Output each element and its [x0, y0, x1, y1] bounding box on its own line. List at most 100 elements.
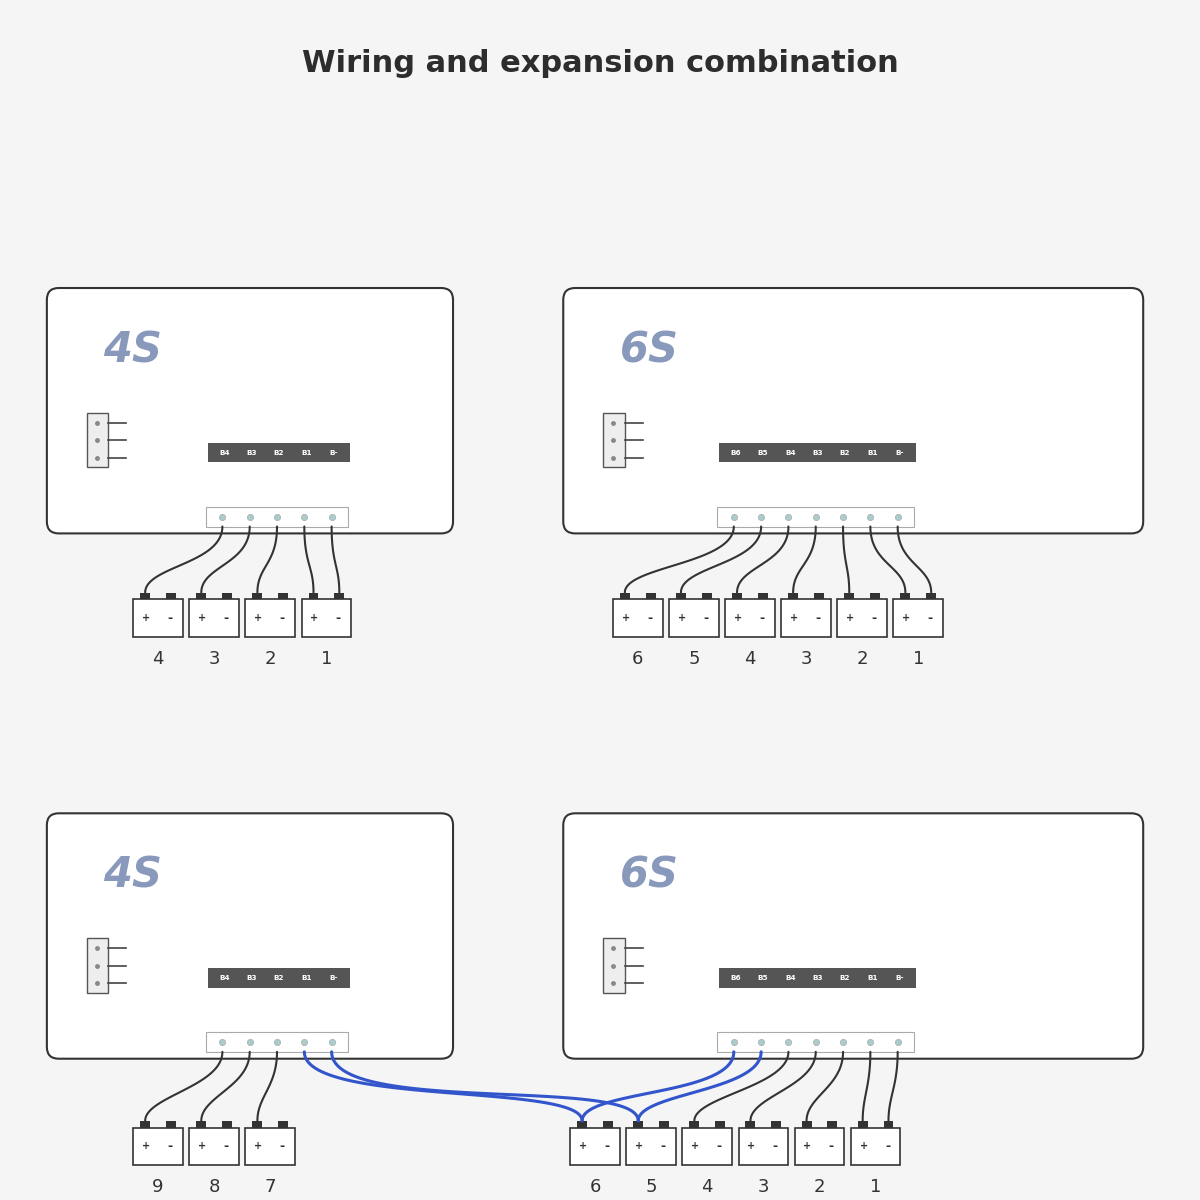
- FancyBboxPatch shape: [563, 814, 1144, 1058]
- Text: B-: B-: [895, 974, 904, 980]
- Bar: [133, 600, 182, 637]
- Text: -: -: [605, 1140, 610, 1153]
- Bar: [197, 593, 206, 600]
- Bar: [166, 1121, 176, 1128]
- Text: B2: B2: [840, 450, 851, 456]
- Bar: [613, 600, 662, 637]
- Text: 2: 2: [264, 649, 276, 667]
- Text: B1: B1: [868, 450, 877, 456]
- Text: B1: B1: [301, 450, 312, 456]
- Text: +: +: [580, 1141, 587, 1152]
- Text: B3: B3: [812, 450, 823, 456]
- Text: 1: 1: [320, 649, 332, 667]
- Bar: [802, 1121, 811, 1128]
- Text: 4: 4: [702, 1178, 713, 1196]
- Text: -: -: [716, 1140, 721, 1153]
- Bar: [301, 600, 352, 637]
- Bar: [718, 506, 914, 527]
- Text: 3: 3: [757, 1178, 769, 1196]
- Text: 8: 8: [209, 1178, 220, 1196]
- Text: 2: 2: [814, 1178, 826, 1196]
- Bar: [190, 1128, 239, 1165]
- Bar: [577, 1121, 587, 1128]
- Text: +: +: [734, 613, 742, 623]
- Text: B-: B-: [329, 450, 338, 456]
- Bar: [222, 1121, 232, 1128]
- Text: B6: B6: [731, 450, 742, 456]
- FancyBboxPatch shape: [563, 288, 1144, 534]
- Bar: [715, 1121, 725, 1128]
- FancyBboxPatch shape: [47, 814, 454, 1058]
- Bar: [208, 968, 350, 988]
- Bar: [620, 593, 630, 600]
- Text: -: -: [168, 612, 173, 625]
- Text: B3: B3: [246, 450, 257, 456]
- Bar: [626, 1128, 676, 1165]
- Text: -: -: [280, 612, 284, 625]
- Text: +: +: [902, 613, 911, 623]
- Bar: [788, 593, 798, 600]
- Bar: [702, 593, 712, 600]
- Text: +: +: [678, 613, 686, 623]
- Text: B2: B2: [274, 974, 284, 980]
- Text: +: +: [311, 613, 318, 623]
- Bar: [602, 413, 625, 467]
- Text: 6: 6: [632, 649, 643, 667]
- Text: 2: 2: [857, 649, 868, 667]
- Text: 4: 4: [152, 649, 164, 667]
- Bar: [86, 413, 108, 467]
- Text: 7: 7: [264, 1178, 276, 1196]
- Bar: [781, 600, 830, 637]
- Bar: [718, 1032, 914, 1052]
- Text: Wiring and expansion combination: Wiring and expansion combination: [301, 49, 899, 78]
- Text: B4: B4: [220, 450, 229, 456]
- Bar: [308, 593, 318, 600]
- Bar: [719, 443, 917, 462]
- Bar: [719, 968, 917, 988]
- Bar: [926, 593, 936, 600]
- Bar: [900, 593, 911, 600]
- Text: 6: 6: [589, 1178, 601, 1196]
- Bar: [252, 1121, 263, 1128]
- Bar: [646, 593, 655, 600]
- Bar: [845, 593, 854, 600]
- Bar: [570, 1128, 620, 1165]
- Text: B3: B3: [246, 974, 257, 980]
- Text: B4: B4: [220, 974, 229, 980]
- Text: -: -: [660, 1140, 666, 1153]
- Text: B6: B6: [731, 974, 742, 980]
- Text: -: -: [816, 612, 821, 625]
- Bar: [814, 593, 824, 600]
- Text: 4S: 4S: [103, 854, 162, 896]
- Bar: [140, 1121, 150, 1128]
- Text: +: +: [859, 1141, 868, 1152]
- Text: +: +: [748, 1141, 756, 1152]
- Bar: [205, 506, 348, 527]
- Text: B-: B-: [895, 450, 904, 456]
- Text: -: -: [884, 1140, 890, 1153]
- Text: -: -: [647, 612, 653, 625]
- Bar: [858, 1121, 868, 1128]
- Bar: [894, 600, 943, 637]
- Text: B4: B4: [785, 974, 796, 980]
- Text: +: +: [198, 613, 206, 623]
- Text: -: -: [760, 612, 764, 625]
- Bar: [670, 600, 719, 637]
- Text: -: -: [703, 612, 708, 625]
- Bar: [634, 1121, 643, 1128]
- Bar: [252, 593, 263, 600]
- Bar: [851, 1128, 900, 1165]
- Bar: [208, 443, 350, 462]
- Bar: [602, 1121, 613, 1128]
- Text: +: +: [198, 1141, 206, 1152]
- Text: +: +: [790, 613, 798, 623]
- Text: -: -: [168, 1140, 173, 1153]
- Text: 5: 5: [646, 1178, 656, 1196]
- Bar: [772, 1121, 781, 1128]
- Bar: [745, 1121, 756, 1128]
- Text: +: +: [254, 1141, 263, 1152]
- Text: 5: 5: [688, 649, 700, 667]
- Bar: [205, 1032, 348, 1052]
- Text: +: +: [635, 1141, 643, 1152]
- Bar: [166, 593, 176, 600]
